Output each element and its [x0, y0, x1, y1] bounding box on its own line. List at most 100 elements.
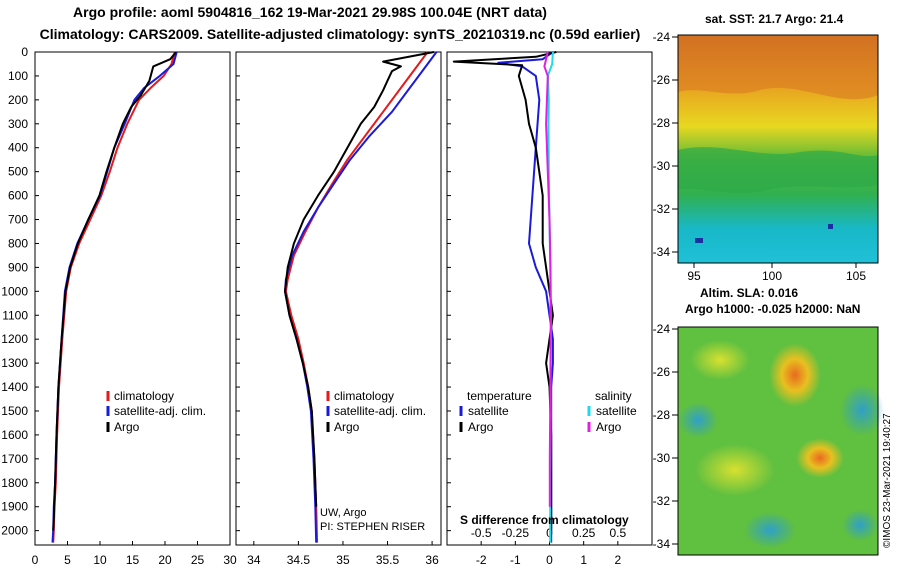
sla-yellow-blob [690, 340, 750, 380]
depth-tick-label: 400 [8, 141, 28, 155]
series-line-salinity-argo [543, 51, 552, 507]
legend-satellite-label: satellite-adj. clim. [334, 404, 426, 418]
x-tick-label: 34 [247, 553, 261, 567]
sla-warm-blob [796, 438, 844, 478]
depth-tick-label: 300 [8, 117, 28, 131]
secondary-x-tick-label: -0.25 [502, 526, 530, 540]
secondary-x-tick-label: 0.25 [572, 526, 596, 540]
x-tick-label: 20 [158, 553, 172, 567]
series-line-argo [284, 51, 435, 507]
temperature-panel-frame [34, 51, 231, 546]
map-y-tick-label: -32 [653, 494, 671, 508]
sst-map: -24 -26 -28 -30 -32 -34 95 100 105 [653, 30, 879, 283]
x-tick-label: 2 [614, 553, 621, 567]
depth-tick-label: 200 [8, 93, 28, 107]
salinity-panel-frame [235, 51, 442, 546]
secondary-x-tick-label: -0.5 [471, 526, 492, 540]
depth-tick-label: 800 [8, 236, 28, 250]
map-x-tick-label: 105 [846, 269, 866, 283]
depth-tick-label: 1900 [1, 500, 28, 514]
x-tick-label: -1 [510, 553, 521, 567]
sla-blue-blob [678, 402, 718, 438]
x-tick-label: 5 [64, 553, 71, 567]
map-y-tick-label: -32 [653, 202, 671, 216]
credit-text: ©IMOS 23-Mar-2021 19:40:27 [882, 413, 893, 548]
sst-map-title: sat. SST: 21.7 Argo: 21.4 [705, 12, 844, 26]
x-tick-label: 35.5 [376, 553, 400, 567]
sla-blue-blob [840, 384, 884, 436]
depth-tick-label: 1800 [1, 476, 28, 490]
x-tick-label: 0 [546, 553, 553, 567]
x-tick-label: 35 [336, 553, 350, 567]
x-tick-label: 10 [93, 553, 107, 567]
map-x-tick-label: 100 [762, 269, 782, 283]
map-y-tick-label: -34 [653, 537, 671, 551]
depth-tick-label: 700 [8, 213, 28, 227]
legend-temp-satellite-label: satellite [468, 404, 509, 418]
x-tick-label: 15 [126, 553, 140, 567]
series-line-argo [52, 51, 177, 531]
x-tick-label: 25 [191, 553, 205, 567]
map-y-tick-label: -26 [653, 365, 671, 379]
sla-map-title-line-2: Argo h1000: -0.025 h2000: NaN [685, 302, 861, 316]
depth-tick-label: 1000 [1, 284, 28, 298]
depth-axis: 0 100 200 300 400 500 600 700 800 900 1000 1100 1200… [1, 45, 28, 538]
x-tick-label: 1 [580, 553, 587, 567]
map-y-tick-label: -26 [653, 73, 671, 87]
difference-legend: temperature satellite Argo salinity sate… [459, 389, 637, 527]
map-y-tick-label: -30 [653, 451, 671, 465]
map-y-tick-label: -28 [653, 116, 671, 130]
depth-tick-label: 600 [8, 189, 28, 203]
depth-tick-label: 500 [8, 165, 28, 179]
depth-tick-label: 1700 [1, 452, 28, 466]
sst-green-band [678, 147, 878, 193]
sst-blue-pixel [695, 238, 703, 243]
x-tick-label: 30 [223, 553, 237, 567]
depth-tick-label: 1500 [1, 404, 28, 418]
sst-map-frame [677, 34, 879, 264]
depth-tick-label: 1300 [1, 356, 28, 370]
depth-tick-label: 2000 [1, 524, 28, 538]
legend-temp-argo-label: Argo [468, 420, 494, 434]
legend-climatology-label: climatology [334, 389, 394, 403]
legend-argo-label: Argo [334, 420, 360, 434]
secondary-x-tick-label: 0.5 [609, 526, 626, 540]
legend-climatology-label: climatology [114, 389, 174, 403]
x-tick-label: 34.5 [287, 553, 311, 567]
title-line-1: Argo profile: aoml 5904816_162 19-Mar-20… [73, 4, 547, 20]
sla-blue-blob [744, 512, 796, 548]
sla-map-title-line-1: Altim. SLA: 0.016 [700, 286, 799, 300]
sla-yellow-blob [695, 444, 775, 496]
legend-sal-argo-label: Argo [596, 420, 622, 434]
sst-blue-pixel [828, 224, 833, 229]
depth-tick-label: 1400 [1, 380, 28, 394]
depth-tick-label: 1200 [1, 332, 28, 346]
depth-tick-label: 900 [8, 260, 28, 274]
depth-tick-label: 0 [21, 45, 28, 59]
pi-annotation-line-2: PI: STEPHEN RISER [320, 521, 425, 533]
sst-warm-patch [678, 35, 878, 100]
depth-tick-label: 1600 [1, 428, 28, 442]
salinity-legend: climatology satellite-adj. clim. Argo UW… [320, 389, 426, 533]
sla-map: -24 -26 -28 -30 -32 -34 [653, 322, 884, 556]
temperature-legend: climatology satellite-adj. clim. Argo [106, 389, 206, 434]
map-y-tick-label: -34 [653, 245, 671, 259]
depth-tick-label: 100 [8, 69, 28, 83]
title-line-2: Climatology: CARS2009. Satellite-adjuste… [39, 26, 641, 42]
legend-argo-label: Argo [114, 420, 140, 434]
map-y-tick-label: -28 [653, 408, 671, 422]
map-y-tick-label: -30 [653, 159, 671, 173]
legend-sal-satellite-label: satellite [596, 404, 637, 418]
sla-warm-blob [769, 343, 821, 407]
sla-map-frame [677, 326, 879, 556]
pi-annotation-line-1: UW, Argo [320, 507, 366, 519]
map-x-tick-label: 95 [687, 269, 701, 283]
x-tick-label: 0 [32, 553, 39, 567]
sla-blue-blob [842, 509, 878, 541]
depth-tick-label: 1100 [2, 308, 28, 322]
legend-salinity-title: salinity [595, 389, 632, 403]
map-y-tick-label: -24 [653, 322, 671, 336]
legend-satellite-label: satellite-adj. clim. [114, 404, 206, 418]
map-y-tick-label: -24 [653, 30, 671, 44]
